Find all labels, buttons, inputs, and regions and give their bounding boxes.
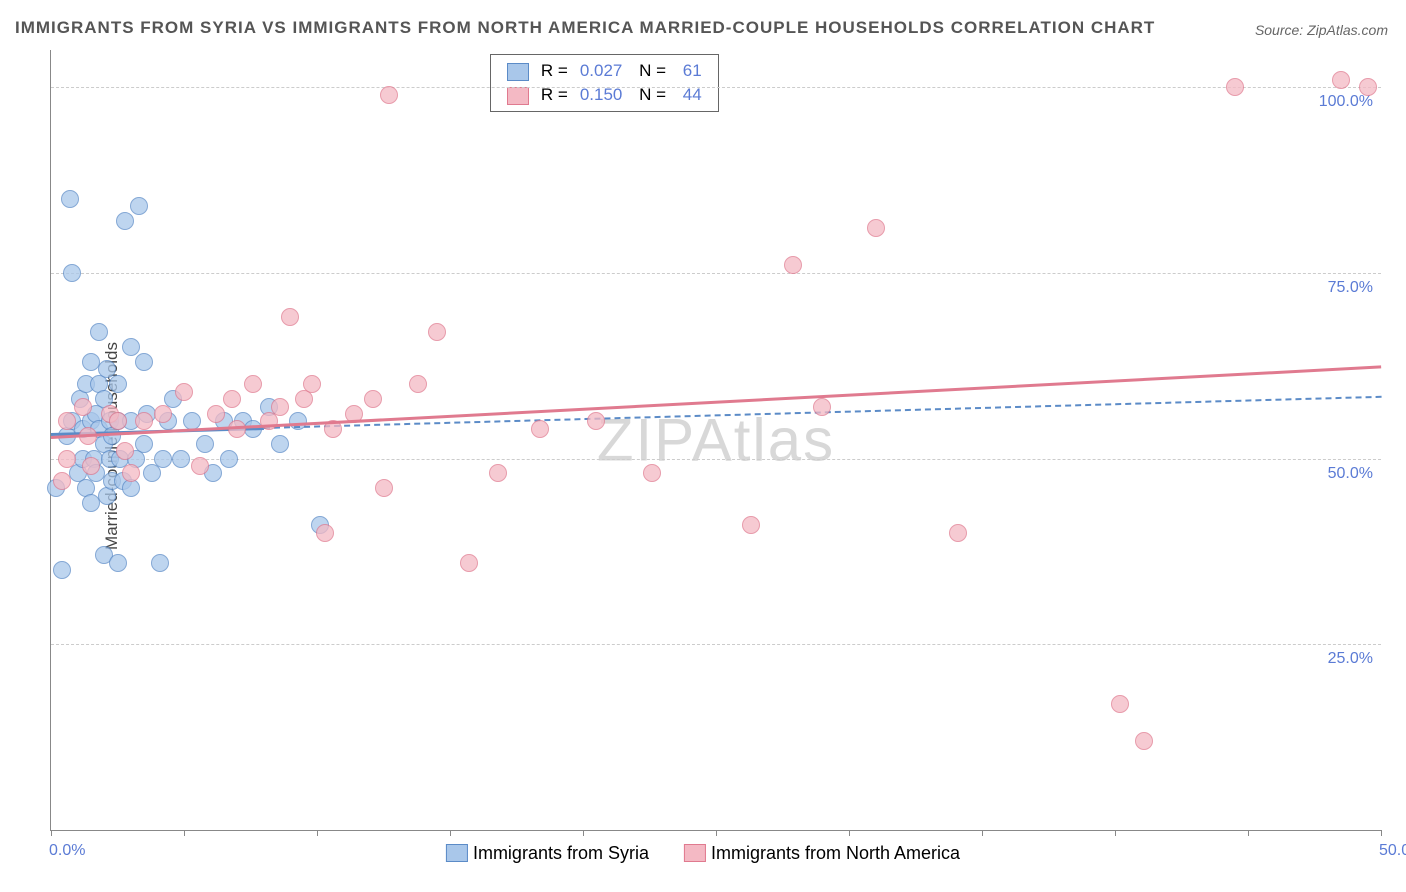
data-point-na: [380, 86, 398, 104]
data-point-na: [281, 308, 299, 326]
data-point-syria: [63, 264, 81, 282]
gridline: [51, 644, 1381, 645]
y-tick-label: 75.0%: [1328, 279, 1373, 297]
data-point-na: [813, 398, 831, 416]
legend-series-label: Immigrants from North America: [711, 843, 960, 863]
plot-area: ZIPAtlas R =0.027 N = 61R =0.150 N = 44 …: [50, 50, 1381, 831]
x-tick-mark: [583, 830, 584, 836]
data-point-na: [74, 398, 92, 416]
data-point-syria: [130, 197, 148, 215]
data-point-syria: [151, 554, 169, 572]
y-tick-label: 25.0%: [1328, 650, 1373, 668]
data-point-na: [1332, 71, 1350, 89]
data-point-syria: [109, 375, 127, 393]
x-tick-mark: [1115, 830, 1116, 836]
data-point-na: [1135, 732, 1153, 750]
data-point-na: [109, 412, 127, 430]
gridline: [51, 87, 1381, 88]
data-point-na: [316, 524, 334, 542]
x-tick-mark: [1381, 830, 1382, 836]
data-point-syria: [53, 561, 71, 579]
legend-r-value: 0.027: [574, 59, 629, 83]
data-point-syria: [116, 212, 134, 230]
x-tick-label: 50.0%: [1379, 842, 1406, 860]
data-point-syria: [90, 323, 108, 341]
x-tick-label: 0.0%: [49, 842, 85, 860]
data-point-syria: [154, 450, 172, 468]
data-point-na: [949, 524, 967, 542]
data-point-syria: [135, 353, 153, 371]
data-point-na: [784, 256, 802, 274]
data-point-na: [154, 405, 172, 423]
data-point-syria: [109, 554, 127, 572]
legend-series-label: Immigrants from Syria: [473, 843, 649, 863]
data-point-na: [271, 398, 289, 416]
series-legend: Immigrants from Syria Immigrants from No…: [446, 842, 960, 864]
legend-r-label: R =: [535, 59, 574, 83]
data-point-na: [1111, 695, 1129, 713]
data-point-syria: [122, 338, 140, 356]
data-point-na: [223, 390, 241, 408]
legend-swatch-syria: [507, 63, 529, 81]
gridline: [51, 273, 1381, 274]
data-point-na: [1359, 78, 1377, 96]
data-point-na: [175, 383, 193, 401]
data-point-na: [867, 219, 885, 237]
y-tick-label: 50.0%: [1328, 465, 1373, 483]
data-point-na: [116, 442, 134, 460]
data-point-syria: [135, 435, 153, 453]
data-point-syria: [61, 190, 79, 208]
x-tick-mark: [849, 830, 850, 836]
data-point-na: [303, 375, 321, 393]
stats-legend: R =0.027 N = 61R =0.150 N = 44: [490, 54, 719, 112]
data-point-na: [207, 405, 225, 423]
data-point-na: [122, 464, 140, 482]
data-point-na: [489, 464, 507, 482]
x-tick-mark: [317, 830, 318, 836]
data-point-na: [244, 375, 262, 393]
data-point-na: [58, 412, 76, 430]
data-point-na: [364, 390, 382, 408]
source-attribution: Source: ZipAtlas.com: [1255, 22, 1388, 38]
data-point-na: [460, 554, 478, 572]
data-point-na: [531, 420, 549, 438]
data-point-na: [742, 516, 760, 534]
data-point-syria: [196, 435, 214, 453]
data-point-syria: [172, 450, 190, 468]
x-tick-mark: [51, 830, 52, 836]
x-tick-mark: [450, 830, 451, 836]
data-point-na: [135, 412, 153, 430]
data-point-na: [643, 464, 661, 482]
data-point-syria: [271, 435, 289, 453]
x-tick-mark: [716, 830, 717, 836]
gridline: [51, 459, 1381, 460]
data-point-na: [375, 479, 393, 497]
legend-swatch-na: [507, 87, 529, 105]
data-point-na: [1226, 78, 1244, 96]
data-point-na: [428, 323, 446, 341]
legend-swatch-syria: [446, 844, 468, 862]
data-point-na: [587, 412, 605, 430]
x-tick-mark: [184, 830, 185, 836]
data-point-na: [191, 457, 209, 475]
data-point-syria: [220, 450, 238, 468]
data-point-na: [53, 472, 71, 490]
data-point-na: [58, 450, 76, 468]
legend-n-value: 61: [672, 59, 708, 83]
x-tick-mark: [982, 830, 983, 836]
legend-swatch-na: [684, 844, 706, 862]
x-tick-mark: [1248, 830, 1249, 836]
data-point-na: [82, 457, 100, 475]
data-point-syria: [143, 464, 161, 482]
legend-n-label: N =: [628, 59, 672, 83]
chart-title: IMMIGRANTS FROM SYRIA VS IMMIGRANTS FROM…: [15, 18, 1155, 38]
data-point-na: [409, 375, 427, 393]
